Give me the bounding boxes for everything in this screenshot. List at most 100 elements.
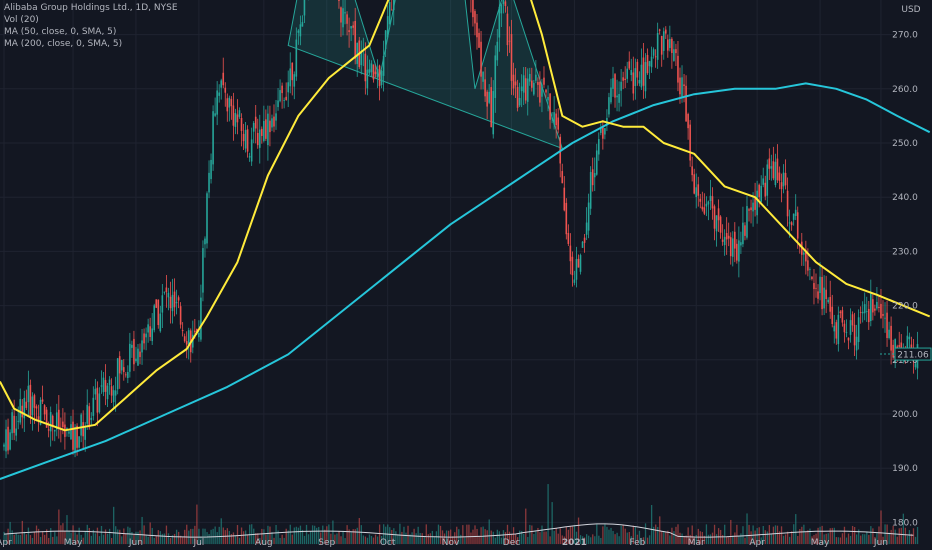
candle-body <box>886 312 888 339</box>
candle-body <box>569 245 572 262</box>
volume-bar <box>192 528 194 545</box>
volume-bar <box>460 534 462 545</box>
candle-body <box>216 90 218 115</box>
candle-body <box>484 79 486 97</box>
volume-bar <box>29 535 32 545</box>
candle-body <box>827 299 829 303</box>
volume-bar <box>632 525 634 545</box>
candle-body <box>236 114 239 123</box>
volume-bar <box>874 536 876 545</box>
candle-body <box>94 388 97 395</box>
candle-body <box>748 209 750 211</box>
volume-bar <box>665 532 667 545</box>
price-tick-label: 220.0 <box>892 302 918 312</box>
candle-body <box>642 57 645 86</box>
volume-bar <box>738 536 740 545</box>
symbol-title[interactable]: Alibaba Group Holdings Ltd., 1D, NYSE <box>4 3 178 13</box>
time-tick-label: May <box>811 538 830 548</box>
volume-bar <box>490 530 492 545</box>
volume-bar <box>912 528 915 545</box>
candle-body <box>13 415 15 433</box>
candle-body <box>9 432 11 450</box>
candle-body <box>96 387 99 413</box>
candle-body <box>914 363 917 368</box>
volume-bar <box>145 535 147 545</box>
candle-body <box>291 62 294 81</box>
volume-bar <box>348 529 350 545</box>
candle-body <box>857 317 860 342</box>
volume-bar <box>9 521 11 545</box>
volume-bar <box>242 531 245 545</box>
volume-bar <box>222 527 224 545</box>
volume-bar <box>98 536 101 545</box>
volume-bar <box>701 531 704 545</box>
volume-bar <box>5 534 7 545</box>
candle-body <box>27 385 30 403</box>
volume-bar <box>322 525 324 545</box>
candle-body <box>29 384 32 419</box>
volume-bar <box>516 537 519 545</box>
volume-bar <box>104 529 107 545</box>
candle-body <box>898 345 901 347</box>
candle-body <box>910 344 913 349</box>
candle-body <box>390 9 393 11</box>
candle-body <box>218 92 220 96</box>
volume-bar <box>616 532 618 545</box>
volume-bar <box>636 534 639 545</box>
volume-bar <box>356 527 358 545</box>
candle-body <box>593 173 596 178</box>
volume-bar <box>786 531 789 545</box>
volume-bar <box>259 537 261 545</box>
candle-body <box>388 2 391 25</box>
candle-body <box>825 289 827 299</box>
grid <box>0 0 893 536</box>
volume-bar <box>519 530 521 545</box>
volume-bar <box>88 527 90 545</box>
price-tick-label: 190.0 <box>892 464 918 474</box>
candle-body <box>815 287 817 289</box>
candle-body <box>600 127 602 133</box>
candle-body <box>194 330 196 333</box>
volume-bar <box>851 525 854 545</box>
volume-bar <box>360 525 362 545</box>
candle-body <box>360 51 363 66</box>
ma50-indicator-label[interactable]: MA (50, close, 0, SMA, 5) <box>4 27 117 37</box>
candle-body <box>567 233 570 244</box>
candle-body <box>662 31 665 51</box>
candle-body <box>632 72 635 94</box>
volume-bar <box>722 535 724 545</box>
candle-body <box>687 114 689 129</box>
candle-body <box>725 233 728 240</box>
candle-body <box>545 89 547 93</box>
candle-body <box>496 41 499 61</box>
volume-bar <box>882 536 884 545</box>
volume-bar <box>370 535 373 545</box>
candle-body <box>82 422 84 437</box>
volume-bar <box>395 531 397 545</box>
volume-bar <box>33 531 36 545</box>
volume-bar <box>372 537 375 545</box>
volume-bar <box>916 526 919 545</box>
candle-body <box>58 409 60 428</box>
volume-bar <box>839 537 842 545</box>
ma200-indicator-label[interactable]: MA (200, close, 0, SMA, 5) <box>4 39 123 49</box>
candle-body <box>573 279 576 283</box>
candle-body <box>206 193 208 244</box>
candle-body <box>715 215 718 232</box>
candle-body <box>622 77 624 81</box>
volume-indicator-label[interactable]: Vol (20) <box>4 15 39 25</box>
volume-bar <box>892 525 894 545</box>
volume-bar <box>419 533 421 545</box>
volume-bar <box>155 535 157 545</box>
volume-bar <box>833 527 835 545</box>
price-tick-label: 260.0 <box>892 85 918 95</box>
volume-bar <box>96 527 99 545</box>
volume-bar <box>389 527 391 545</box>
candle-body <box>595 150 598 175</box>
volume-bar <box>305 524 308 545</box>
volume-bar <box>789 536 791 545</box>
volume-bar <box>638 530 641 545</box>
volume-bar <box>588 535 590 545</box>
candle-body <box>116 358 119 390</box>
